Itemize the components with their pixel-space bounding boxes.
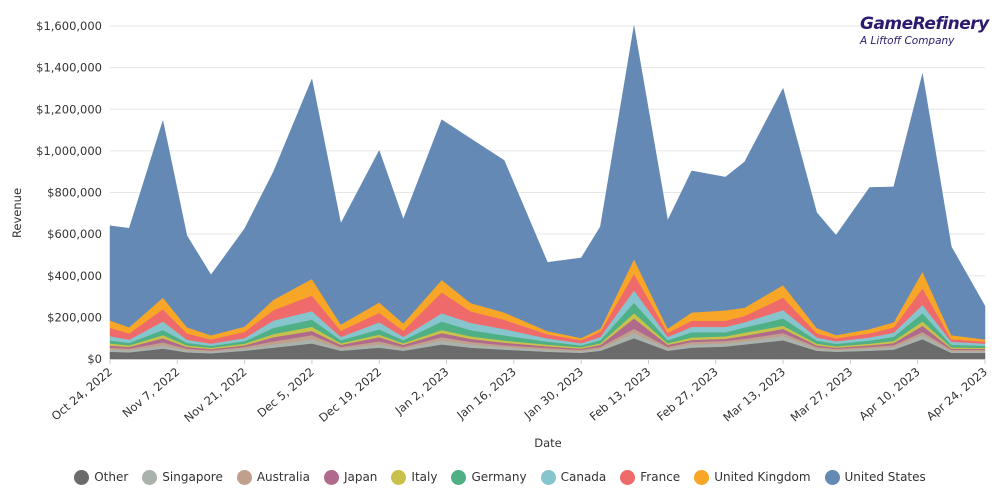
legend-swatch [620, 469, 636, 485]
x-tick-label: Mar 27, 2023 [788, 365, 856, 425]
x-tick-label: Feb 13, 2023 [587, 365, 654, 424]
legend-item-united-kingdom[interactable]: United Kingdom [694, 469, 811, 485]
x-tick-label: Dec 5, 2022 [254, 365, 316, 421]
logo-tagline: A Liftoff Company [860, 35, 955, 47]
logo-wordmark: GameRefinery [860, 14, 989, 34]
legend-label: Japan [343, 470, 378, 484]
x-tick-label: Feb 27, 2023 [654, 365, 721, 424]
legend-swatch [391, 469, 407, 485]
stacked-area-chart: $0 $200,000 $400,000 $600,000 $800,000 $1,000… [10, 19, 990, 450]
y-tick-label: $400,000 [47, 269, 102, 283]
y-tick-label: $1,000,000 [36, 144, 102, 158]
legend-label: United Kingdom [714, 470, 811, 484]
x-axis-title: Date [534, 436, 562, 450]
legend-item-other[interactable]: Other [74, 469, 129, 485]
legend-label: United States [844, 470, 926, 484]
legend-label: Germany [471, 470, 527, 484]
x-tick-label: Jan 2, 2023 [392, 365, 452, 418]
legend-swatch [323, 469, 339, 485]
legend-item-united-states[interactable]: United States [824, 469, 926, 485]
x-tick-label: Dec 19, 2022 [316, 365, 384, 425]
legend-label: Canada [560, 470, 607, 484]
legend-item-canada[interactable]: Canada [540, 469, 607, 485]
x-axis-ticks: Oct 24, 2022 Nov 7, 2022 Nov 21, 2022 Dec 5… [49, 359, 990, 425]
x-tick-label: Mar 13, 2023 [720, 365, 788, 425]
legend-label: Australia [256, 470, 310, 484]
legend-item-germany[interactable]: Germany [451, 469, 527, 485]
legend-swatch [540, 469, 556, 485]
chart-legend: Other Singapore Australia Japan Italy Germany… [0, 466, 1000, 488]
series-areas [109, 25, 986, 360]
brand-logo: GameRefinery A Liftoff Company [860, 14, 989, 54]
y-tick-label: $200,000 [47, 310, 102, 324]
legend-item-japan[interactable]: Japan [323, 469, 378, 485]
area-united-states[interactable] [109, 25, 986, 340]
legend-item-italy[interactable]: Italy [391, 469, 438, 485]
legend-swatch [694, 469, 710, 485]
y-tick-label: $1,200,000 [36, 102, 102, 116]
legend-item-singapore[interactable]: Singapore [142, 469, 223, 485]
x-tick-label: Apr 24, 2023 [924, 365, 990, 424]
legend-item-france[interactable]: France [620, 469, 681, 485]
y-tick-label: $800,000 [47, 186, 102, 200]
y-axis-title: Revenue [10, 188, 24, 238]
legend-label: Singapore [162, 470, 223, 484]
legend-swatch [824, 469, 840, 485]
y-tick-label: $600,000 [47, 227, 102, 241]
x-tick-label: Apr 10, 2023 [856, 365, 922, 424]
y-axis-ticks: $0 $200,000 $400,000 $600,000 $800,000 $1,000… [36, 19, 102, 366]
x-tick-label: Nov 7, 2022 [120, 365, 183, 421]
legend-label: Italy [411, 470, 438, 484]
y-tick-label: $1,400,000 [36, 61, 102, 75]
x-tick-label: Nov 21, 2022 [181, 365, 249, 425]
legend-swatch [451, 469, 467, 485]
legend-swatch [236, 469, 252, 485]
x-tick-label: Jan 30, 2023 [521, 365, 586, 423]
y-tick-label: $0 [87, 352, 102, 366]
legend-swatch [74, 469, 90, 485]
legend-swatch [142, 469, 158, 485]
legend-item-australia[interactable]: Australia [236, 469, 310, 485]
legend-label: Other [94, 470, 129, 484]
y-tick-label: $1,600,000 [36, 19, 102, 33]
x-tick-label: Jan 16, 2023 [453, 365, 518, 423]
x-tick-label: Oct 24, 2022 [49, 365, 115, 424]
legend-label: France [640, 470, 681, 484]
